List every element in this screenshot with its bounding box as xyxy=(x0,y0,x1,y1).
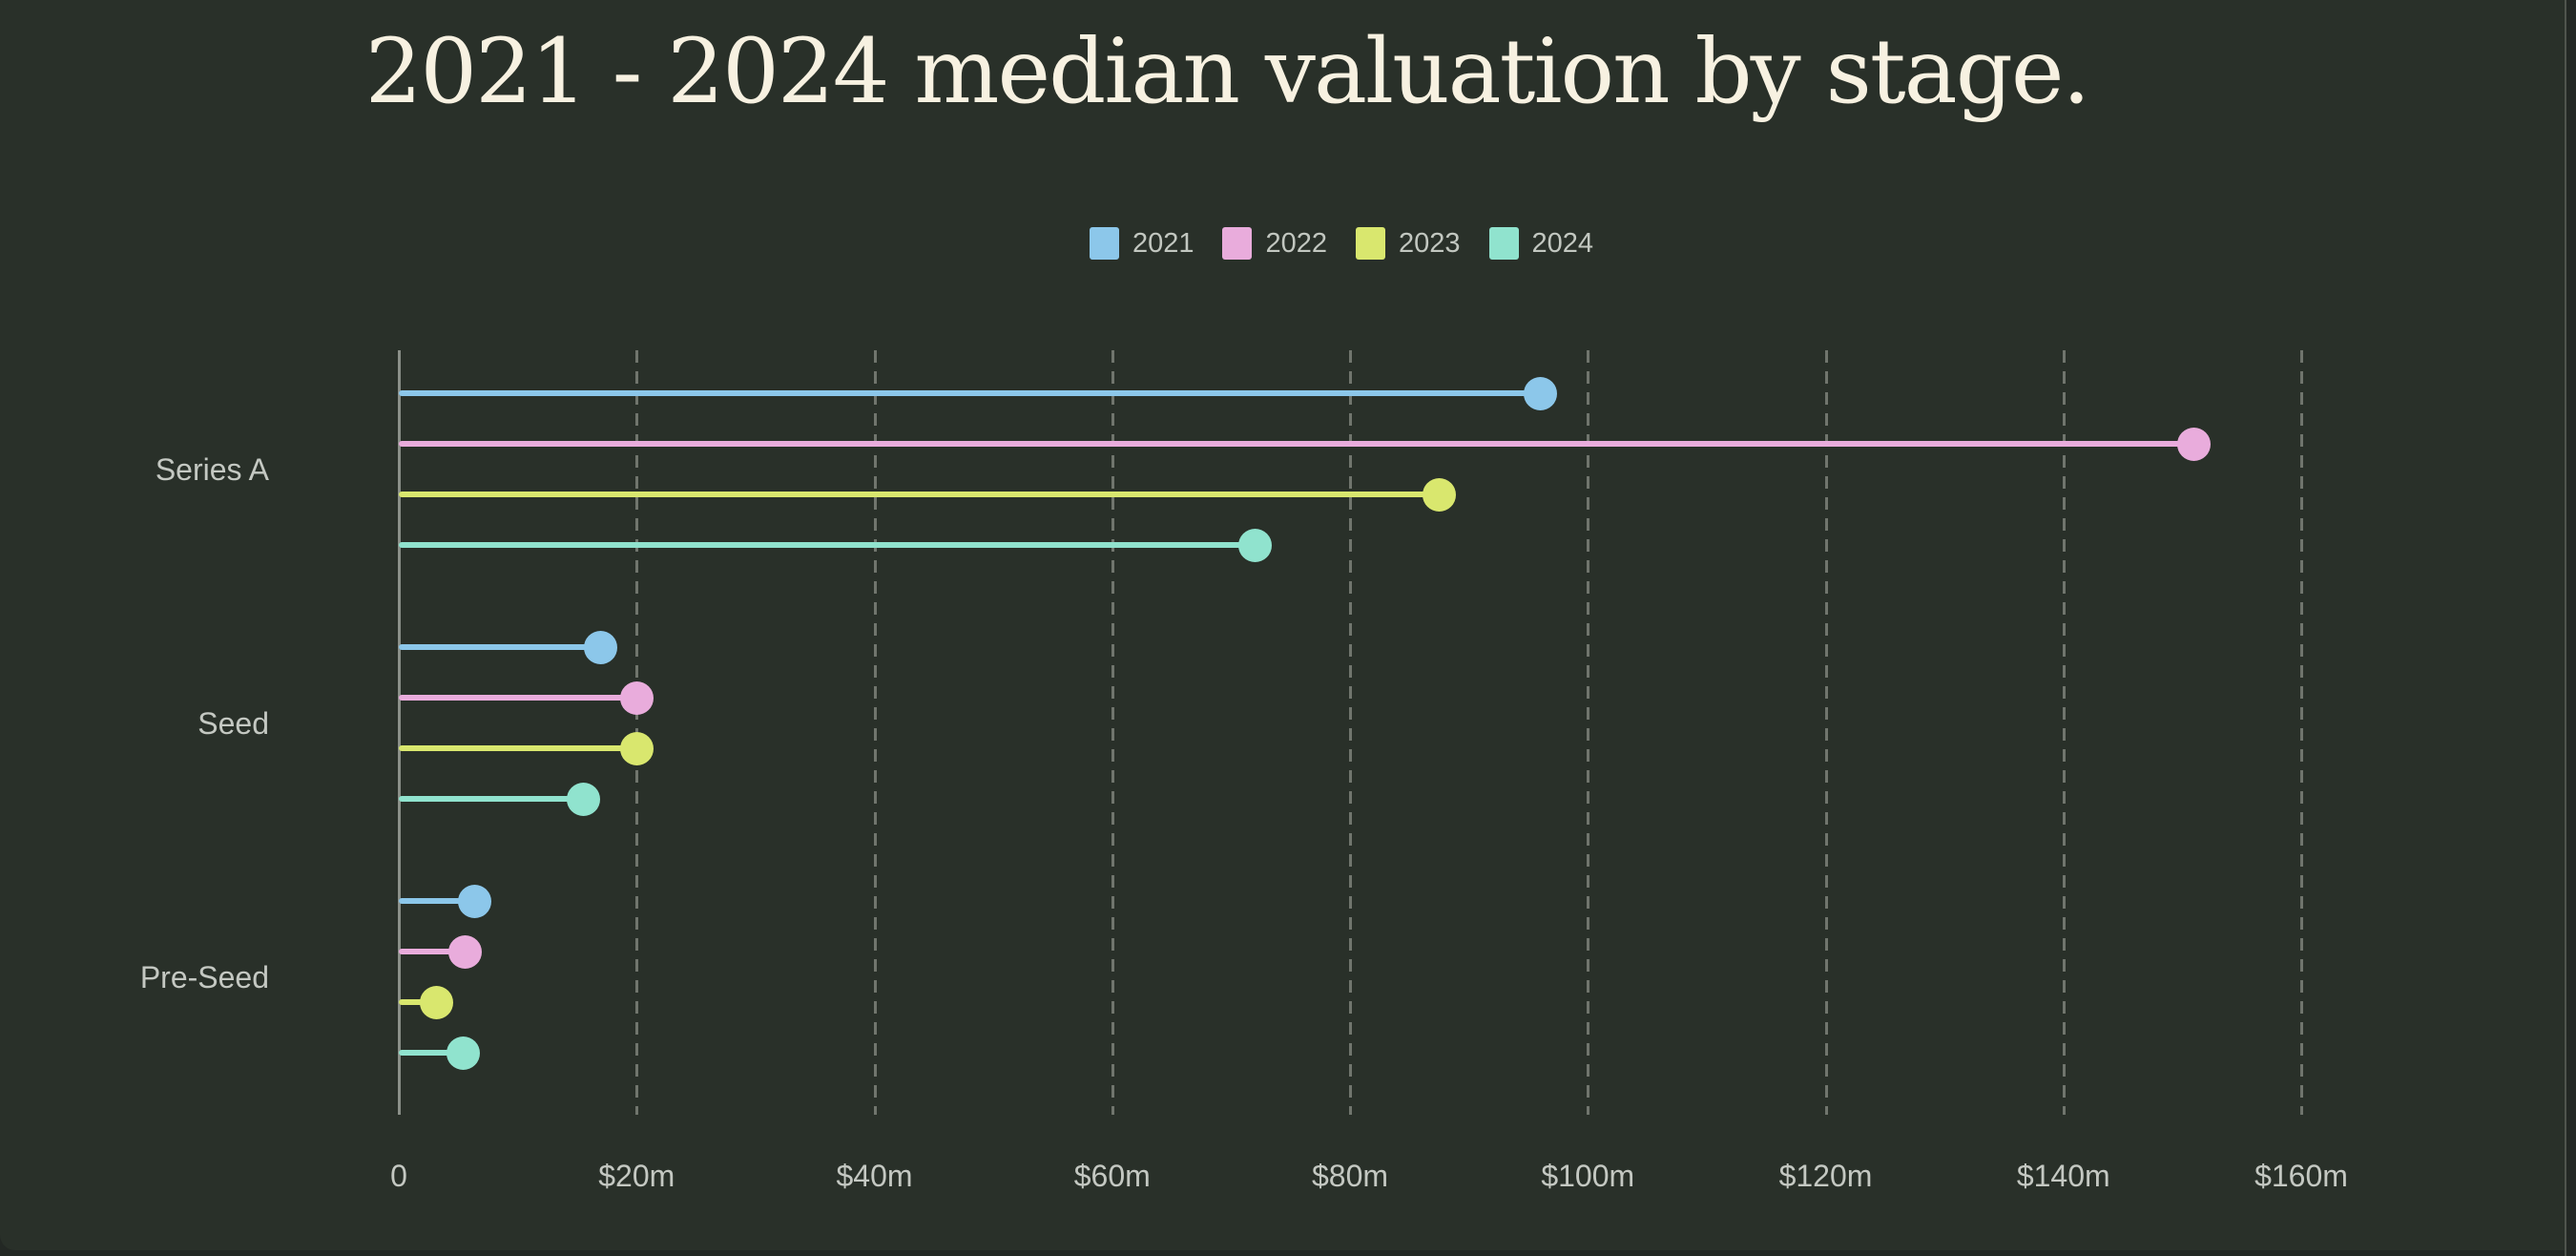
gridline xyxy=(873,350,877,1115)
x-tick-label: $160m xyxy=(2254,1159,2348,1193)
legend-swatch-icon xyxy=(1222,227,1253,260)
gridline xyxy=(2062,350,2066,1115)
lollipop-line-pre-seed-2023 xyxy=(399,999,437,1005)
legend-label: 2023 xyxy=(1399,227,1461,259)
x-tick-label: $20m xyxy=(598,1159,675,1193)
x-tick-label: $100m xyxy=(1541,1159,1635,1193)
legend-label: 2022 xyxy=(1265,227,1327,259)
lollipop-line-series-a-2022 xyxy=(399,441,2194,447)
chart-title: 2021 - 2024 median valuation by stage. xyxy=(364,20,2091,124)
lollipop-line-pre-seed-2024 xyxy=(399,1050,464,1056)
lollipop-dot-seed-2023 xyxy=(619,731,654,765)
x-tick-label: 0 xyxy=(390,1159,407,1193)
lollipop-dot-pre-seed-2022 xyxy=(448,934,483,969)
legend-item-2024: 2024 xyxy=(1488,227,1594,260)
legend: 2021 2022 2023 2024 xyxy=(0,227,2565,260)
gridline xyxy=(1587,350,1590,1115)
lollipop-dot-pre-seed-2021 xyxy=(458,884,492,918)
plot-area xyxy=(398,350,2303,1115)
lollipop-line-seed-2022 xyxy=(399,695,637,701)
lollipop-line-series-a-2023 xyxy=(399,492,1440,497)
legend-label: 2021 xyxy=(1132,227,1195,259)
lollipop-line-seed-2021 xyxy=(399,644,601,650)
gridline xyxy=(2300,350,2303,1115)
lollipop-dot-pre-seed-2024 xyxy=(446,1036,480,1070)
lollipop-dot-seed-2022 xyxy=(619,680,654,715)
lollipop-dot-seed-2021 xyxy=(584,630,618,664)
legend-item-2021: 2021 xyxy=(1089,227,1195,260)
window-edge-divider xyxy=(2565,0,2566,1256)
lollipop-line-pre-seed-2021 xyxy=(399,898,475,904)
legend-swatch-icon xyxy=(1488,227,1519,260)
legend-item-2023: 2023 xyxy=(1356,227,1461,260)
lollipop-line-pre-seed-2022 xyxy=(399,949,466,954)
lollipop-dot-series-a-2021 xyxy=(1523,376,1557,410)
legend-label: 2024 xyxy=(1531,227,1594,259)
lollipop-line-series-a-2024 xyxy=(399,542,1256,548)
lollipop-dot-pre-seed-2023 xyxy=(420,985,454,1019)
x-axis-tick-labels: 0 $20m $40m $60m $80m $100m $120m $140m $160m xyxy=(390,1159,2348,1203)
gridline xyxy=(1111,350,1114,1115)
legend-item-2022: 2022 xyxy=(1222,227,1327,260)
category-label-seed: Seed xyxy=(197,705,269,741)
category-label-series-a: Series A xyxy=(155,451,269,487)
x-tick-label: $140m xyxy=(2016,1159,2110,1193)
lollipop-line-series-a-2021 xyxy=(399,390,1541,396)
x-tick-label: $60m xyxy=(1073,1159,1151,1193)
x-tick-label: $80m xyxy=(1311,1159,1389,1193)
lollipop-line-seed-2024 xyxy=(399,796,584,802)
lollipop-dot-series-a-2022 xyxy=(2177,427,2212,461)
lollipop-line-seed-2023 xyxy=(399,745,637,751)
lollipop-dot-series-a-2023 xyxy=(1422,477,1456,512)
x-tick-label: $40m xyxy=(836,1159,913,1193)
gridline xyxy=(1824,350,1828,1115)
legend-swatch-icon xyxy=(1089,227,1119,260)
lollipop-dot-series-a-2024 xyxy=(1237,528,1272,562)
lollipop-dot-seed-2024 xyxy=(566,782,600,816)
y-axis-line xyxy=(398,350,401,1115)
x-tick-label: $120m xyxy=(1778,1159,1873,1193)
gridline xyxy=(1349,350,1352,1115)
legend-swatch-icon xyxy=(1356,227,1385,260)
category-label-pre-seed: Pre-Seed xyxy=(139,959,269,994)
